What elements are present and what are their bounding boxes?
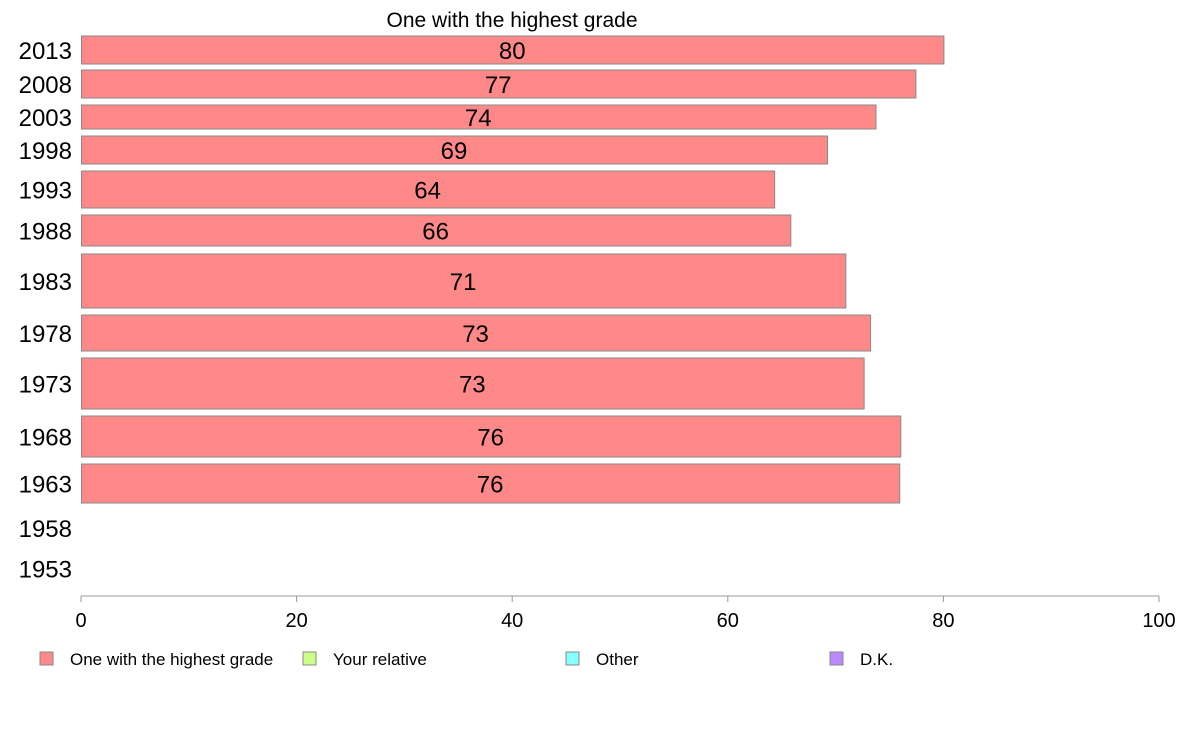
bar-value-label: 76 [477,472,504,499]
y-axis-labels: 2013 2008 2003 1998 1993 1988 1983 1978 1973 1968… [19,38,72,584]
bar-value-label: 80 [499,38,526,65]
bar-value-label: 73 [462,321,489,348]
x-tick-label: 80 [932,610,954,632]
x-axis: 0 20 40 60 80 100 [75,595,1176,632]
y-tick-label: 1998 [19,138,72,165]
bar-value-label: 73 [459,372,486,399]
legend-swatch [565,651,580,666]
bar [81,170,776,209]
y-tick-label: 1963 [19,472,72,499]
x-tick-label: 100 [1142,610,1175,632]
bar [81,415,902,458]
y-tick-label: 1983 [19,269,72,296]
bar [81,35,945,65]
legend-label: D.K. [860,650,893,669]
legend-swatch [829,651,844,666]
x-tick-label: 40 [501,610,523,632]
bar-value-label: 66 [422,219,449,246]
bar-value-label: 77 [485,72,512,99]
y-tick-label: 2013 [19,38,72,65]
bar-value-label: 71 [450,269,477,296]
legend: One with the highest grade Your relative O… [39,650,893,669]
bar [81,135,828,165]
y-tick-label: 1968 [19,425,72,452]
bar [81,253,847,309]
legend-label: One with the highest grade [70,650,273,669]
x-tick-label: 60 [717,610,739,632]
bar [81,357,865,410]
bar [81,214,792,247]
bar [81,463,901,504]
y-tick-label: 1958 [19,516,72,543]
bar-value-label: 69 [441,138,468,165]
legend-swatch [39,651,54,666]
bar [81,104,877,130]
bar [81,69,917,99]
bar [81,314,872,352]
x-tick-label: 0 [75,610,86,632]
y-tick-label: 1973 [19,372,72,399]
y-tick-label: 1978 [19,321,72,348]
y-tick-label: 2003 [19,105,72,132]
legend-label: Your relative [333,650,427,669]
x-tick-label: 20 [285,610,307,632]
bar-value-label: 76 [477,425,504,452]
y-tick-label: 1988 [19,219,72,246]
chart-title: One with the highest grade [387,9,638,32]
y-tick-label: 2008 [19,72,72,99]
bar-value-label: 74 [465,105,492,132]
y-tick-label: 1993 [19,178,72,205]
legend-label: Other [596,650,639,669]
legend-swatch [302,651,317,666]
y-tick-label: 1953 [19,557,72,584]
bar-value-label: 64 [414,178,441,205]
